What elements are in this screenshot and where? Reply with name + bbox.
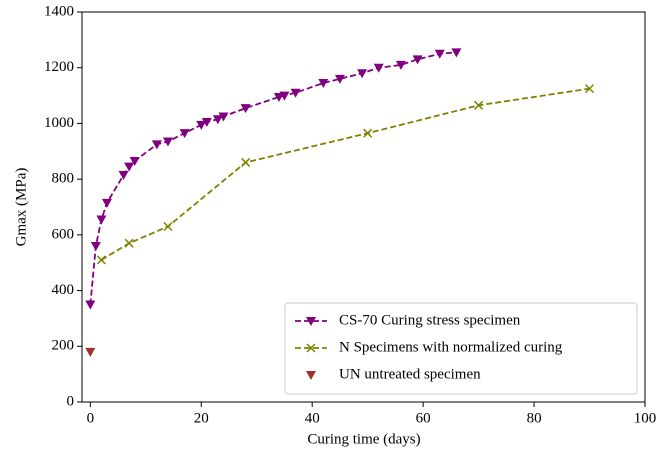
data-point bbox=[162, 137, 173, 147]
data-point bbox=[318, 79, 329, 89]
legend-marker bbox=[306, 343, 316, 353]
data-point bbox=[201, 118, 212, 128]
series-line bbox=[100, 87, 590, 261]
legend-marker bbox=[306, 371, 316, 380]
x-axis-label: Curing time (days) bbox=[307, 431, 420, 447]
x-tick-label: 20 bbox=[194, 410, 209, 426]
y-tick-label: 1200 bbox=[44, 59, 74, 75]
data-point bbox=[240, 104, 251, 114]
data-point bbox=[124, 238, 134, 248]
data-point bbox=[101, 198, 112, 208]
data-point bbox=[279, 91, 290, 101]
data-point bbox=[85, 347, 96, 357]
data-point bbox=[290, 88, 301, 98]
y-tick-label: 0 bbox=[67, 393, 75, 409]
data-point bbox=[151, 140, 162, 150]
data-point bbox=[85, 300, 96, 310]
legend-box bbox=[284, 302, 638, 395]
data-point bbox=[334, 74, 345, 84]
data-point bbox=[585, 84, 595, 94]
data-point bbox=[412, 55, 423, 65]
series-line bbox=[89, 51, 457, 305]
data-point bbox=[363, 128, 373, 138]
y-tick-label: 200 bbox=[52, 338, 75, 354]
data-point bbox=[273, 92, 284, 102]
y-tick-label: 800 bbox=[52, 171, 75, 187]
data-point bbox=[179, 129, 190, 139]
data-point bbox=[96, 255, 106, 265]
x-tick-label: 40 bbox=[305, 410, 320, 426]
data-point bbox=[212, 115, 223, 125]
data-point bbox=[90, 242, 101, 251]
data-point bbox=[196, 120, 207, 130]
y-tick-label: 600 bbox=[52, 226, 75, 242]
data-point bbox=[241, 157, 251, 167]
plot-frame bbox=[81, 11, 646, 403]
data-point bbox=[451, 48, 462, 58]
legend-label: N Specimens with normalized curing bbox=[339, 339, 563, 355]
legend-label: CS-70 Curing stress specimen bbox=[339, 312, 521, 328]
x-tick-label: 80 bbox=[527, 410, 542, 426]
x-tick-label: 0 bbox=[87, 410, 95, 426]
x-tick-label: 100 bbox=[634, 410, 657, 426]
y-tick-label: 1400 bbox=[44, 3, 74, 19]
y-axis-label: Gmax (MPa) bbox=[13, 168, 29, 247]
data-point bbox=[124, 162, 135, 172]
data-point bbox=[163, 221, 173, 232]
data-point bbox=[357, 69, 368, 79]
data-point bbox=[474, 100, 484, 110]
data-point bbox=[218, 112, 229, 122]
data-point bbox=[129, 157, 140, 167]
data-point bbox=[373, 63, 384, 73]
y-tick-label: 400 bbox=[52, 282, 75, 298]
x-tick-label: 60 bbox=[416, 410, 431, 426]
data-point bbox=[118, 170, 129, 180]
legend-label: UN untreated specimen bbox=[339, 366, 481, 382]
data-point bbox=[434, 49, 445, 59]
data-point bbox=[96, 215, 107, 225]
data-point bbox=[395, 60, 406, 70]
legend-marker bbox=[306, 317, 316, 326]
y-tick-label: 1000 bbox=[44, 115, 74, 131]
